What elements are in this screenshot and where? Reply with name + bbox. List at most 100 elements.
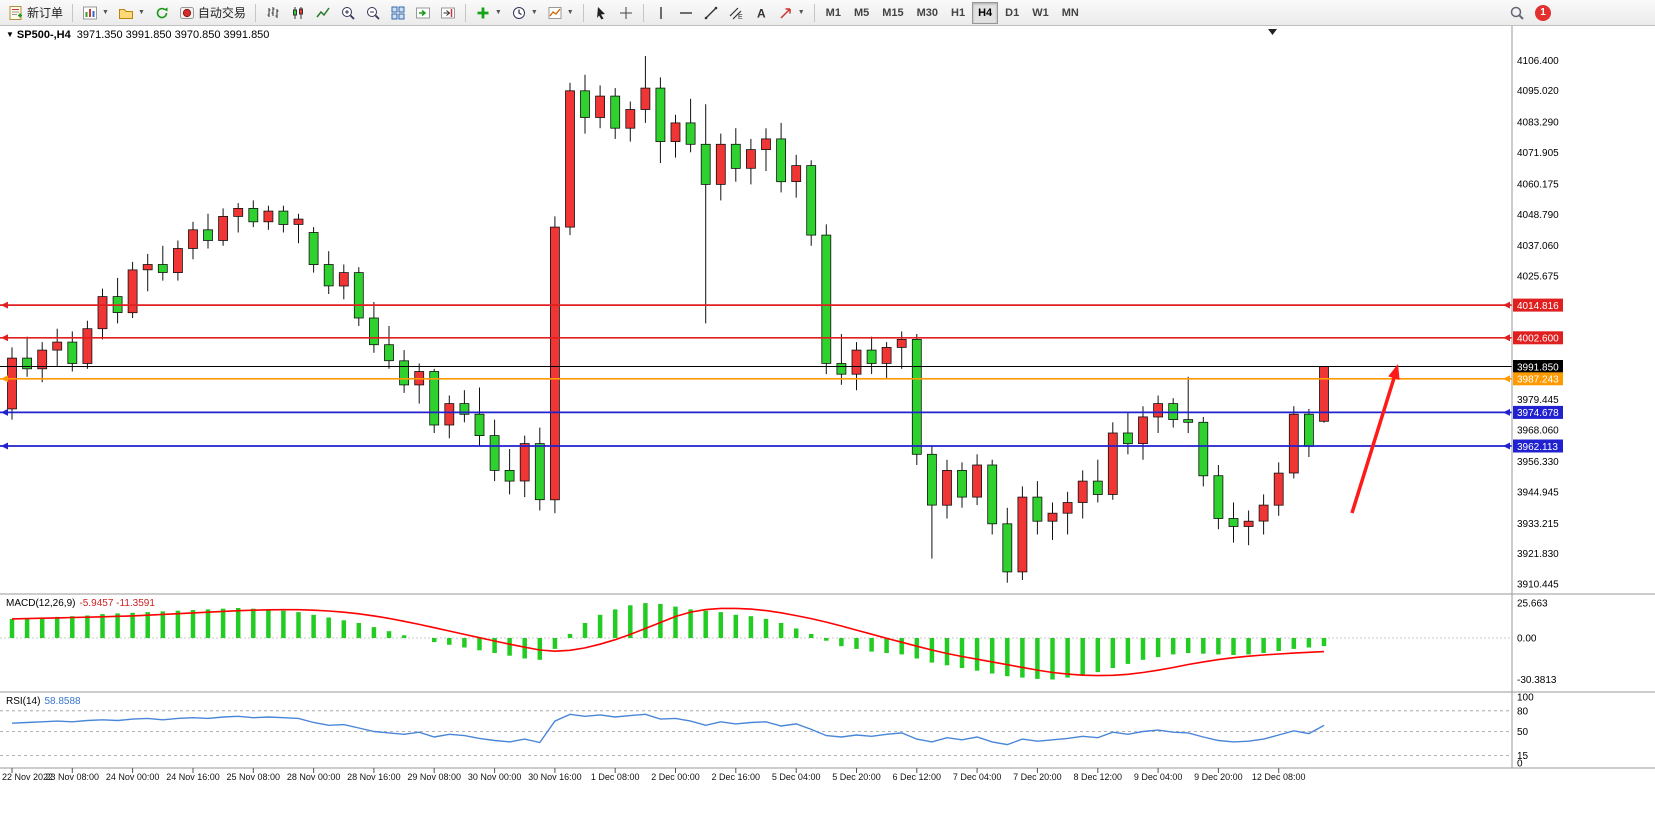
toolbar-right-group: 1 xyxy=(1505,2,1553,24)
svg-text:3991.850: 3991.850 xyxy=(1517,362,1559,373)
chart-shift-icon xyxy=(440,7,455,18)
svg-text:3968.060: 3968.060 xyxy=(1517,426,1559,437)
timeframe-m5-button[interactable]: M5 xyxy=(848,2,875,24)
svg-text:4002.600: 4002.600 xyxy=(1517,334,1559,345)
macd-panel xyxy=(0,603,1512,680)
timeframe-h4-button[interactable]: H4 xyxy=(972,1,999,24)
arrows-tool-icon xyxy=(780,7,791,19)
chart-shift-button[interactable] xyxy=(436,2,460,24)
vertical-line-button[interactable] xyxy=(649,2,673,24)
crosshair-icon xyxy=(619,6,632,19)
rsi-label: RSI(14) 58.8588 xyxy=(6,696,81,707)
trendline-button[interactable] xyxy=(699,2,723,24)
profiles-button[interactable]: ▼ xyxy=(114,2,149,24)
horizontal-line-button[interactable] xyxy=(674,2,698,24)
svg-text:23 Nov 08:00: 23 Nov 08:00 xyxy=(46,772,100,782)
svg-text:4014.816: 4014.816 xyxy=(1517,301,1559,312)
auto-scroll-button[interactable] xyxy=(411,2,435,24)
timeframe-m1-button[interactable]: M1 xyxy=(820,2,847,24)
svg-text:3933.215: 3933.215 xyxy=(1517,519,1559,530)
search-icon xyxy=(1510,6,1524,20)
chart-window: 4106.400 4095.020 4083.290 4071.905 4060.175… xyxy=(0,26,1655,827)
svg-text:28 Nov 16:00: 28 Nov 16:00 xyxy=(347,772,401,782)
svg-text:3944.945: 3944.945 xyxy=(1517,487,1559,498)
svg-text:4083.290: 4083.290 xyxy=(1517,118,1559,129)
macd-values: -5.9457 -11.3591 xyxy=(79,598,155,609)
timeframe-d1-button[interactable]: D1 xyxy=(999,2,1025,24)
vertical-line-icon xyxy=(660,6,662,19)
new-chart-icon xyxy=(83,6,98,19)
svg-text:4095.020: 4095.020 xyxy=(1517,86,1559,97)
text-tool-icon: A xyxy=(757,6,766,20)
dropdown-caret: ▼ xyxy=(566,9,574,16)
zoom-out-button[interactable] xyxy=(361,2,385,24)
dropdown-caret: ▼ xyxy=(797,9,805,16)
toolbar-separator xyxy=(72,3,74,22)
zoom-in-button[interactable] xyxy=(336,2,360,24)
notification-badge[interactable]: 1 xyxy=(1535,4,1551,21)
candlestick-button[interactable] xyxy=(286,2,310,24)
hlines-layer[interactable] xyxy=(0,301,1512,450)
macd-name: MACD(12,26,9) xyxy=(6,598,76,609)
timeframe-m15-button[interactable]: M15 xyxy=(876,2,909,24)
timeframe-mn-button[interactable]: MN xyxy=(1056,2,1085,24)
auto-trading-button[interactable]: 自动交易 xyxy=(175,2,250,24)
auto-scroll-icon xyxy=(415,7,430,18)
horizontal-line-icon xyxy=(679,11,692,14)
new-chart-button[interactable]: ▼ xyxy=(78,2,113,24)
arrows-tool-button[interactable]: ▼ xyxy=(774,2,809,24)
svg-text:28 Nov 00:00: 28 Nov 00:00 xyxy=(287,772,341,782)
new-order-button[interactable]: 新订单 xyxy=(4,2,67,24)
candlestick-icon xyxy=(292,6,303,19)
scroll-end-marker[interactable] xyxy=(1268,29,1277,35)
toolbar-separator xyxy=(582,3,584,22)
symbol-dropdown-icon[interactable]: ▼ xyxy=(6,30,14,39)
refresh-button[interactable] xyxy=(150,2,174,24)
rsi-name: RSI(14) xyxy=(6,696,41,707)
candles-layer xyxy=(7,56,1329,583)
svg-text:4106.400: 4106.400 xyxy=(1517,56,1559,67)
timeframe-h1-button[interactable]: H1 xyxy=(945,2,971,24)
zoom-out-icon xyxy=(366,6,380,20)
toolbar-separator xyxy=(642,3,644,22)
crosshair-button[interactable] xyxy=(614,2,638,24)
svg-text:29 Nov 08:00: 29 Nov 08:00 xyxy=(407,772,461,782)
svg-text:4071.905: 4071.905 xyxy=(1517,148,1559,159)
tile-windows-icon xyxy=(391,6,405,19)
line-chart-button[interactable] xyxy=(311,2,335,24)
svg-text:2 Dec 16:00: 2 Dec 16:00 xyxy=(712,772,761,782)
auto-trading-icon xyxy=(179,6,194,19)
svg-text:3979.445: 3979.445 xyxy=(1517,395,1559,406)
svg-text:30 Nov 16:00: 30 Nov 16:00 xyxy=(528,772,582,782)
text-tool-button[interactable]: A xyxy=(749,2,773,24)
bar-chart-button[interactable] xyxy=(261,2,285,24)
toolbar-separator xyxy=(254,3,256,22)
trend-arrow-annotation[interactable] xyxy=(1350,364,1400,514)
indicators-button[interactable]: ▼ xyxy=(471,2,506,24)
bar-chart-icon xyxy=(267,6,279,18)
profiles-icon xyxy=(118,8,133,19)
cursor-button[interactable] xyxy=(589,2,613,24)
svg-text:3974.678: 3974.678 xyxy=(1517,408,1559,419)
equidistant-channel-button[interactable]: E xyxy=(724,2,748,24)
templates-button[interactable]: ▼ xyxy=(543,2,578,24)
svg-text:0: 0 xyxy=(1517,759,1523,770)
timeframe-m30-button[interactable]: M30 xyxy=(911,2,944,24)
svg-text:24 Nov 16:00: 24 Nov 16:00 xyxy=(166,772,220,782)
search-button[interactable] xyxy=(1505,2,1529,24)
periods-button[interactable]: ▼ xyxy=(507,2,542,24)
dropdown-caret: ▼ xyxy=(102,9,109,16)
svg-text:6 Dec 12:00: 6 Dec 12:00 xyxy=(893,772,942,782)
chart-canvas[interactable]: 4106.400 4095.020 4083.290 4071.905 4060.175… xyxy=(0,26,1655,827)
svg-text:7 Dec 20:00: 7 Dec 20:00 xyxy=(1013,772,1062,782)
main-toolbar: 新订单 ▼ ▼ 自 xyxy=(0,0,1655,26)
svg-text:4048.790: 4048.790 xyxy=(1517,210,1559,221)
chart-header: ▼ SP500-,H4 3971.350 3991.850 3970.850 399… xyxy=(6,29,269,41)
equidistant-channel-icon: E xyxy=(729,7,743,21)
timeframe-w1-button[interactable]: W1 xyxy=(1026,2,1055,24)
price-axis[interactable]: 4106.400 4095.020 4083.290 4071.905 4060.175… xyxy=(1513,56,1563,770)
tile-windows-button[interactable] xyxy=(386,2,410,24)
svg-text:22 Nov 2022: 22 Nov 2022 xyxy=(2,772,53,782)
svg-text:5 Dec 20:00: 5 Dec 20:00 xyxy=(832,772,881,782)
